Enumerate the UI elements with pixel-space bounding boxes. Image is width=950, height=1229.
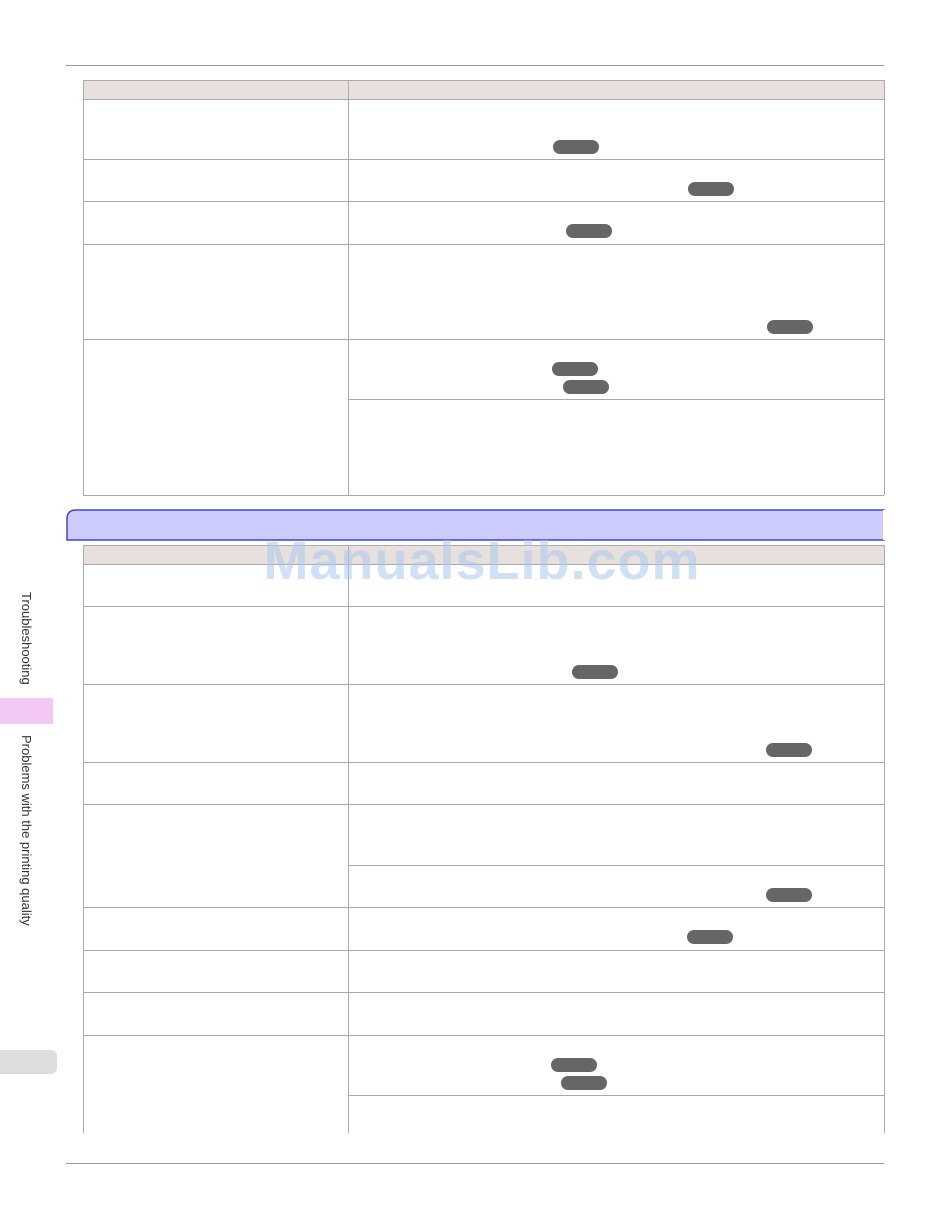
link-button bbox=[551, 1058, 597, 1072]
link-button bbox=[552, 362, 598, 376]
link-button bbox=[566, 224, 612, 238]
page-number-tab bbox=[0, 1050, 57, 1074]
sidebar-subsection: Problems with the printing quality bbox=[19, 735, 34, 926]
link-button bbox=[767, 320, 813, 334]
table-header bbox=[83, 545, 884, 564]
sidebar-tab bbox=[0, 698, 53, 724]
link-button bbox=[561, 1076, 607, 1090]
link-button bbox=[553, 140, 599, 154]
watermark: ManualsLib.com bbox=[263, 531, 701, 591]
section-bar bbox=[66, 509, 885, 541]
link-button bbox=[688, 182, 734, 196]
link-button bbox=[563, 380, 609, 394]
link-button bbox=[572, 665, 618, 679]
link-button bbox=[766, 888, 812, 902]
table-header bbox=[83, 80, 884, 99]
sidebar-section: Troubleshooting bbox=[19, 592, 34, 685]
link-button bbox=[766, 743, 812, 757]
link-button bbox=[687, 930, 733, 944]
